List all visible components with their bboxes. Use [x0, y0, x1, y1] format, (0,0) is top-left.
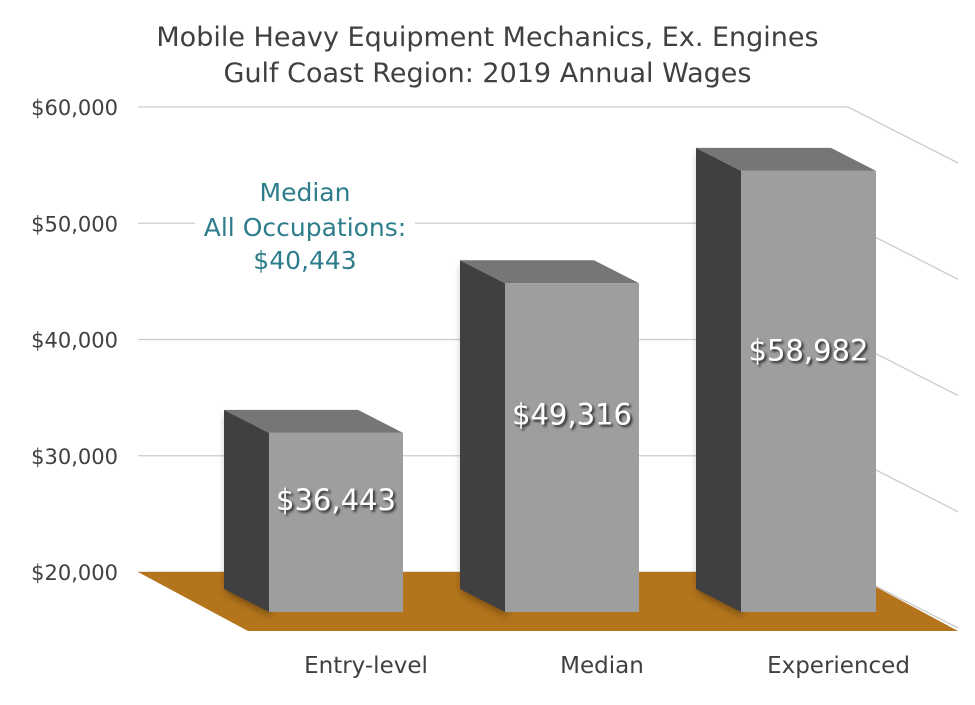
bar-side [460, 260, 505, 612]
y-tick-label: $20,000 [31, 561, 118, 585]
bar [741, 170, 876, 613]
side-gridline [847, 106, 959, 164]
median-annotation-line-1: Median [195, 178, 415, 207]
y-tick-label: $30,000 [31, 445, 118, 469]
chart-title: Mobile Heavy Equipment Mechanics, Ex. En… [156, 22, 819, 53]
x-tick-label: Experienced [767, 653, 910, 679]
bar-top [224, 409, 403, 433]
bar-top [696, 147, 876, 171]
y-tick-label: $50,000 [31, 212, 118, 236]
chart-subtitle: Gulf Coast Region: 2019 Annual Wages [223, 58, 752, 89]
y-tick-label: $40,000 [31, 329, 118, 353]
data-label: $58,982 [749, 334, 869, 368]
bar-top [460, 260, 639, 284]
median-annotation-value: $40,443 [195, 246, 415, 275]
bar-side [224, 409, 269, 612]
bar [505, 283, 639, 612]
y-tick-label: $60,000 [31, 96, 118, 120]
bar-side [696, 147, 741, 613]
data-label: $36,443 [276, 483, 396, 517]
bar [269, 432, 403, 612]
data-label: $49,316 [512, 398, 632, 432]
x-tick-label: Median [560, 653, 644, 679]
x-tick-label: Entry-level [304, 653, 428, 679]
median-annotation-line-2: All Occupations: [195, 213, 415, 242]
